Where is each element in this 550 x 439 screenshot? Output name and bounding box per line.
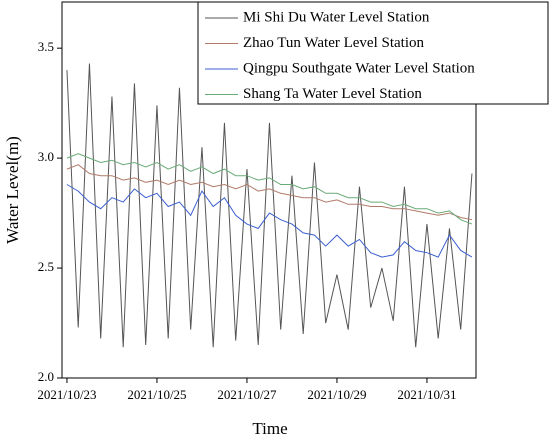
series-line <box>66 184 473 258</box>
y-tick-label: 3.0 <box>38 149 54 164</box>
series-line <box>66 153 473 225</box>
series-line <box>66 63 473 348</box>
x-tick-label: 2021/10/23 <box>37 387 96 402</box>
x-tick-label: 2021/10/25 <box>127 387 186 402</box>
legend-label: Zhao Tun Water Level Station <box>243 35 424 51</box>
x-tick-label: 2021/10/29 <box>307 387 366 402</box>
legend-label: Mi Shi Du Water Level Station <box>243 9 430 25</box>
y-tick-label: 3.5 <box>38 39 54 54</box>
series-line <box>66 164 473 221</box>
y-tick-label: 2.5 <box>38 259 54 274</box>
y-axis-label: Water Level(m) <box>3 136 22 244</box>
legend-box <box>197 1 549 105</box>
legend-label: Shang Ta Water Level Station <box>243 86 422 102</box>
x-tick-label: 2021/10/27 <box>217 387 277 402</box>
x-tick-label: 2021/10/31 <box>397 387 456 402</box>
x-axis-label: Time <box>252 419 287 438</box>
legend-label: Qingpu Southgate Water Level Station <box>243 60 475 76</box>
y-tick-label: 2.0 <box>38 369 54 384</box>
